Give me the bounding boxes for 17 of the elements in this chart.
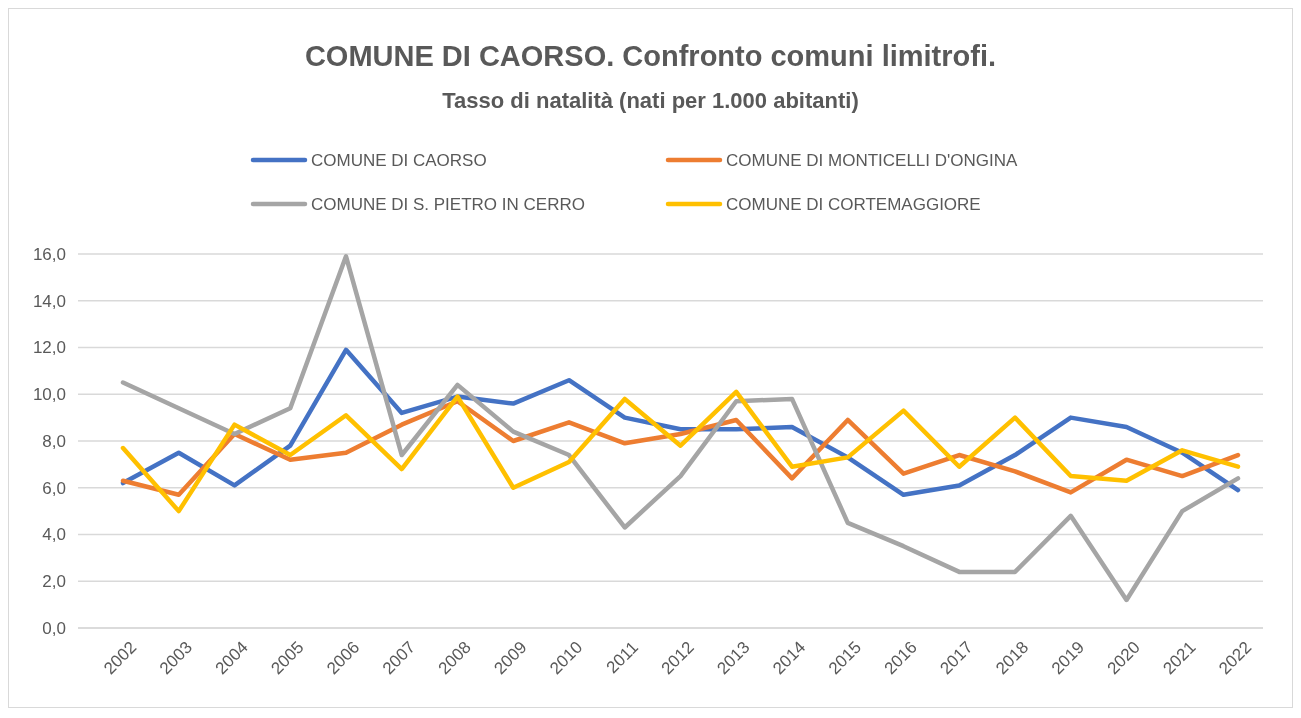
legend-label: COMUNE DI CORTEMAGGIORE [726, 194, 981, 214]
legend-label: COMUNE DI S. PIETRO IN CERRO [311, 194, 585, 214]
chart-title: COMUNE DI CAORSO. Confronto comuni limitrofi. [304, 40, 997, 72]
y-tick-label: 10,0 [32, 385, 66, 405]
chart-subtitle: Tasso di natalità (nati per 1.000 abitanti) [442, 88, 859, 113]
y-tick-label: 4,0 [42, 525, 66, 545]
legend-label: COMUNE DI CAORSO [311, 150, 487, 170]
y-tick-label: 8,0 [42, 431, 66, 451]
y-tick-label: 2,0 [42, 572, 66, 592]
y-tick-label: 16,0 [32, 244, 66, 264]
y-tick-label: 12,0 [32, 338, 66, 358]
y-tick-label: 6,0 [42, 478, 66, 498]
line-series [120, 389, 1241, 514]
legend-label: COMUNE DI MONTICELLI D'ONGINA [726, 150, 1018, 170]
line-series [120, 254, 1241, 603]
y-tick-label: 0,0 [42, 618, 66, 638]
y-tick-label: 14,0 [32, 291, 66, 311]
